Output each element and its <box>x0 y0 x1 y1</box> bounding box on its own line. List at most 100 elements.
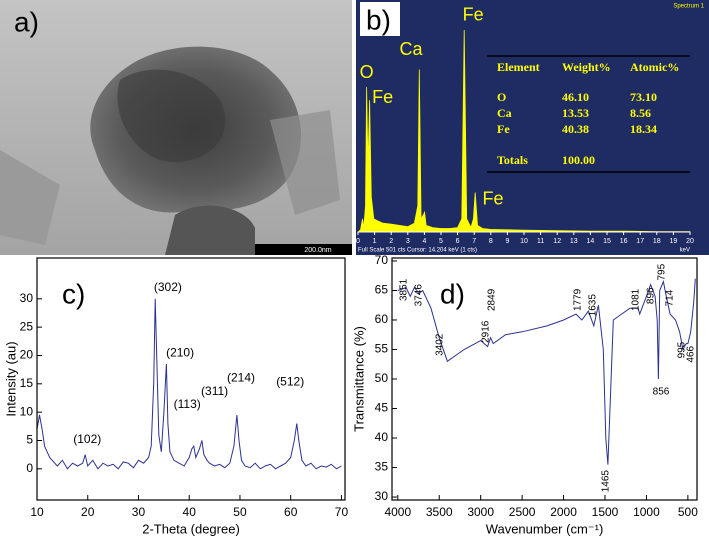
y-tick-label: 0 <box>26 461 33 475</box>
peak-label: Fe <box>372 87 393 107</box>
table-cell: 40.38 <box>562 122 589 136</box>
table-cell: 46.10 <box>562 90 589 104</box>
plot-frame <box>36 257 346 501</box>
peak-label: 1779 <box>573 288 584 311</box>
x-tick-label: 15 <box>603 238 611 245</box>
peak-label: 2849 <box>487 288 498 311</box>
y-tick-label: 40 <box>375 430 389 444</box>
y-tick-label: 5 <box>26 433 33 447</box>
peak-label: O <box>360 62 374 82</box>
peak-label: 3851 <box>399 278 410 301</box>
y-tick-label: 15 <box>20 376 34 390</box>
x-tick-label: 1 <box>373 238 377 245</box>
spectrum <box>356 29 691 233</box>
x-tick-label: 70 <box>335 505 349 519</box>
panel-label: b) <box>366 4 391 35</box>
peak-label: 2916 <box>481 320 492 343</box>
x-tick-label: 13 <box>570 238 578 245</box>
x-tick-label: 4 <box>422 238 426 245</box>
x-axis-label: 2-Theta (degree) <box>142 521 240 536</box>
x-tick-label: 3500 <box>426 505 453 519</box>
y-tick-label: 10 <box>20 404 34 418</box>
x-tick-label: 500 <box>678 505 698 519</box>
x-tick-label: 2 <box>389 238 393 245</box>
peak-label: 3402 <box>435 333 446 356</box>
peak-label: (113) <box>174 397 201 411</box>
series-line <box>397 278 696 465</box>
table-header: Atomic% <box>630 60 679 74</box>
peak-label: 1635 <box>588 294 599 317</box>
peak-label: 795 <box>657 263 668 280</box>
scale-bar <box>255 244 352 255</box>
x-axis-label: Wavenumber (cm⁻¹) <box>486 521 604 536</box>
x-tick-label: 14 <box>587 238 595 245</box>
x-tick-label: 50 <box>233 505 247 519</box>
x-tick-label: 2000 <box>550 505 577 519</box>
y-tick-label: 60 <box>375 312 389 326</box>
x-tick-label: 20 <box>686 238 694 245</box>
peak-label: (512) <box>276 374 304 388</box>
y-tick-label: 30 <box>20 291 34 305</box>
x-tick-label: 40 <box>183 505 197 519</box>
x-tick-label: 7 <box>472 238 476 245</box>
x-tick-label: 18 <box>653 238 661 245</box>
particle <box>0 150 60 245</box>
y-tick-label: 55 <box>375 342 389 356</box>
y-tick-label: 30 <box>375 489 389 503</box>
table-cell: 8.56 <box>630 106 651 120</box>
particle <box>117 69 226 162</box>
x-tick-label: 5 <box>439 238 443 245</box>
x-tick-label: 20 <box>81 505 95 519</box>
panel-label: c) <box>62 278 85 309</box>
x-tick-label: 16 <box>620 238 628 245</box>
peak-label: 896 <box>646 287 657 304</box>
peak-label: 995 <box>677 341 688 358</box>
table-cell: 73.10 <box>630 90 657 104</box>
y-tick-label: 35 <box>375 460 389 474</box>
y-tick-label: 70 <box>375 253 389 267</box>
peak-label: Fe <box>483 189 504 209</box>
x-tick-label: 6 <box>456 238 460 245</box>
x-tick-label: 3000 <box>467 505 494 519</box>
panel-label: d) <box>440 278 465 309</box>
peak-label: (302) <box>154 280 182 294</box>
x-tick-label: 12 <box>553 238 561 245</box>
series-line <box>36 298 342 470</box>
footer: Full Scale 501 cts Cursor: 14.204 keV (1… <box>358 248 477 254</box>
x-tick-label: 0 <box>356 238 360 245</box>
peak-label: 856 <box>653 387 670 398</box>
table-cell: Fe <box>497 122 510 136</box>
peak-label: 466 <box>686 345 697 362</box>
table-cell: Ca <box>497 106 512 120</box>
peak-label: 714 <box>665 289 676 306</box>
x-axis-label: keV <box>680 248 690 254</box>
peak-label: Fe <box>463 5 484 25</box>
peak-label: (102) <box>73 432 101 446</box>
y-tick-label: 50 <box>375 371 389 385</box>
table-header: Element <box>497 60 540 74</box>
y-axis-label: Transmittance (%) <box>351 326 366 432</box>
x-tick-label: 3 <box>406 238 410 245</box>
x-tick-label: 10 <box>30 505 44 519</box>
y-tick-label: 25 <box>20 319 34 333</box>
peak-label: Ca <box>400 39 424 59</box>
table-cell: 13.53 <box>562 106 589 120</box>
y-axis-label: Intensity (au) <box>3 341 18 416</box>
particle <box>270 110 340 215</box>
peak-label: (214) <box>227 370 255 384</box>
x-tick-label: 1000 <box>633 505 660 519</box>
x-tick-label: 17 <box>636 238 644 245</box>
table-cell: O <box>497 90 506 104</box>
tem-image: 200.0nm a) <box>0 0 352 255</box>
x-tick-label: 30 <box>132 505 146 519</box>
table-cell: 18.34 <box>630 122 657 136</box>
peak-label: (210) <box>166 345 194 359</box>
table-total: 100.00 <box>562 153 595 167</box>
plot-background <box>356 0 709 255</box>
panel-label-box <box>360 2 400 36</box>
peak-label: 3746 <box>414 284 425 307</box>
table-total: Totals <box>497 153 528 167</box>
x-tick-label: 60 <box>284 505 298 519</box>
scale-bar-label: 200.0nm <box>304 247 331 254</box>
